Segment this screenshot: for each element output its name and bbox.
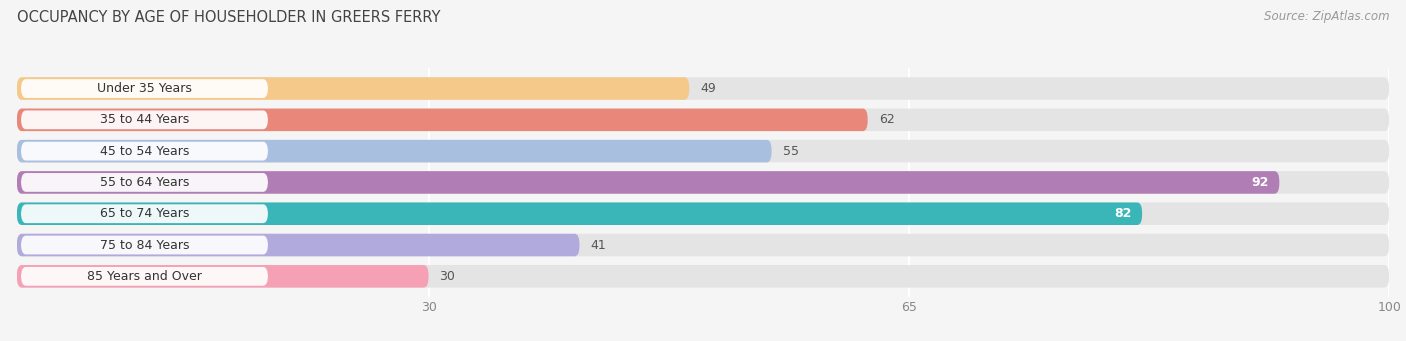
FancyBboxPatch shape <box>17 140 1389 162</box>
Text: 62: 62 <box>879 113 894 126</box>
FancyBboxPatch shape <box>17 234 1389 256</box>
Text: 82: 82 <box>1114 207 1132 220</box>
FancyBboxPatch shape <box>17 77 689 100</box>
FancyBboxPatch shape <box>17 77 1389 100</box>
Text: 85 Years and Over: 85 Years and Over <box>87 270 202 283</box>
FancyBboxPatch shape <box>17 108 1389 131</box>
FancyBboxPatch shape <box>17 265 429 287</box>
Text: 92: 92 <box>1251 176 1268 189</box>
Text: 30: 30 <box>440 270 456 283</box>
Text: 55: 55 <box>783 145 799 158</box>
Text: 45 to 54 Years: 45 to 54 Years <box>100 145 190 158</box>
FancyBboxPatch shape <box>21 236 269 254</box>
FancyBboxPatch shape <box>21 267 269 286</box>
Text: Source: ZipAtlas.com: Source: ZipAtlas.com <box>1264 10 1389 23</box>
FancyBboxPatch shape <box>17 265 1389 287</box>
Text: 35 to 44 Years: 35 to 44 Years <box>100 113 190 126</box>
Text: OCCUPANCY BY AGE OF HOUSEHOLDER IN GREERS FERRY: OCCUPANCY BY AGE OF HOUSEHOLDER IN GREER… <box>17 10 440 25</box>
FancyBboxPatch shape <box>21 79 269 98</box>
FancyBboxPatch shape <box>21 142 269 161</box>
Text: 65 to 74 Years: 65 to 74 Years <box>100 207 190 220</box>
Text: 49: 49 <box>700 82 716 95</box>
FancyBboxPatch shape <box>17 234 579 256</box>
FancyBboxPatch shape <box>17 140 772 162</box>
Text: 41: 41 <box>591 239 606 252</box>
FancyBboxPatch shape <box>21 110 269 129</box>
Text: 55 to 64 Years: 55 to 64 Years <box>100 176 190 189</box>
FancyBboxPatch shape <box>17 171 1279 194</box>
FancyBboxPatch shape <box>21 173 269 192</box>
FancyBboxPatch shape <box>17 203 1389 225</box>
FancyBboxPatch shape <box>21 204 269 223</box>
Text: Under 35 Years: Under 35 Years <box>97 82 193 95</box>
FancyBboxPatch shape <box>17 171 1389 194</box>
Text: 75 to 84 Years: 75 to 84 Years <box>100 239 190 252</box>
FancyBboxPatch shape <box>17 203 1142 225</box>
FancyBboxPatch shape <box>17 108 868 131</box>
